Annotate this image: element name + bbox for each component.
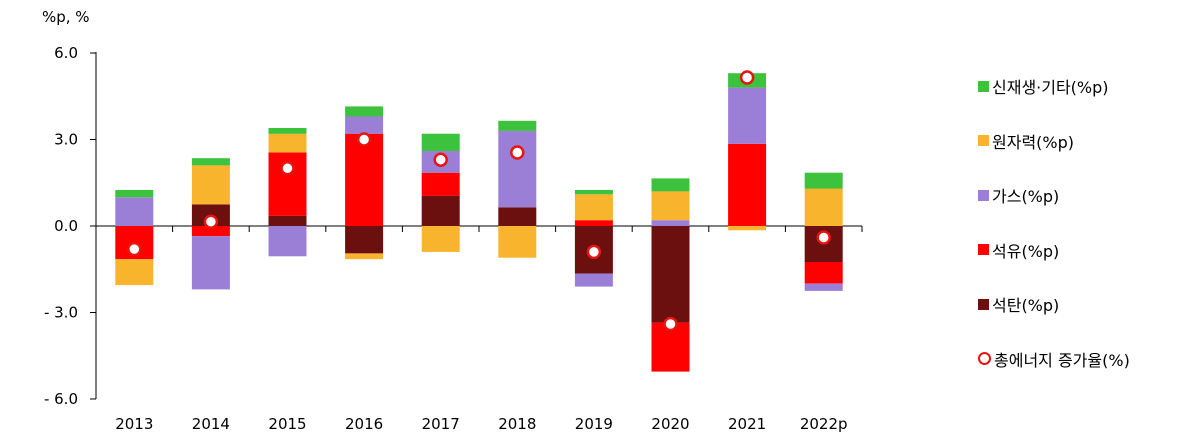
bar-segment-2022p-3 [804,188,843,226]
bar-segment-2022p-1 [804,262,843,284]
bar-segment-2014-3 [191,165,230,205]
bar-segment-2019-4 [574,190,613,195]
bar-segment-2015-2 [268,226,307,257]
bar-segment-2014-4 [191,158,230,166]
y-tick-label: 0.0 [54,217,78,235]
x-tick-label: 2022p [800,415,848,433]
bar-segment-2017-4 [421,133,460,151]
x-tick-label: 2020 [651,415,689,433]
total-growth-marker-2015 [280,161,295,176]
bar-segment-2020-4 [651,178,690,192]
bar-segment-2018-0 [498,207,537,226]
x-tick-label: 2017 [422,415,460,433]
x-tick-label: 2013 [115,415,153,433]
bar-segment-2021-1 [728,143,767,226]
bar-segment-2016-3 [345,253,384,260]
total-growth-marker-2020 [663,316,678,332]
legend-swatch [978,80,989,92]
bar-segment-2014-2 [191,236,230,290]
legend-item: 신재생·기타(%p) [978,76,1109,97]
legend-label: 신재생·기타(%p) [992,78,1109,97]
bar-segment-2017-0 [421,195,460,226]
bar-segment-2020-3 [651,191,690,221]
bar-segment-2013-2 [115,197,154,226]
bar-segment-2016-0 [345,226,384,254]
y-tick-label: - 3.0 [44,303,78,321]
bar-segment-2022p-2 [804,283,843,291]
bar-segment-2019-1 [574,220,613,226]
x-tick-label: 2021 [728,415,766,433]
legend-label: 원자력(%p) [992,132,1075,152]
bar-segment-2015-4 [268,128,307,134]
legend-item: 원자력(%p) [978,131,1075,152]
x-tick-label: 2015 [268,415,306,433]
legend-label: 석유(%p) [992,241,1060,261]
y-tick-label: 6.0 [54,44,78,62]
legend-label: 석탄(%p) [992,296,1060,315]
total-growth-marker-2018 [510,145,525,160]
bar-segment-2016-4 [345,106,384,117]
bar-segment-2019-2 [574,273,613,287]
legend-label: 총에너지 증가율(%) [994,350,1130,370]
y-unit-label: %p, % [42,8,90,26]
legend-swatch [978,189,989,201]
legend-item: 석유(%p) [978,240,1060,261]
y-tick-label: - 6.0 [44,390,78,408]
bar-segment-2020-2 [651,220,690,226]
bar-segment-2017-3 [421,226,460,252]
bars [115,73,843,372]
legend-item: 석탄(%p) [978,294,1060,315]
bar-segment-2014-1 [191,226,230,237]
x-tick-label: 2019 [575,415,613,433]
bar-segment-2021-3 [728,226,767,231]
total-growth-marker-2019 [586,244,602,260]
bar-segment-2018-4 [498,120,537,131]
bar-segment-2018-2 [498,130,537,208]
markers [127,70,831,332]
legend-item: 가스(%p) [978,185,1060,206]
bar-segment-2016-1 [345,133,384,226]
bar-segment-2019-3 [574,194,613,221]
bar-segment-2013-4 [115,190,154,198]
bar-segment-2017-1 [421,172,460,196]
total-growth-marker-2022p [816,230,831,245]
legend-swatch [978,298,989,310]
bar-segment-2016-2 [345,116,384,134]
axes: 6.0 3.0 0.0 - 3.0 - 6.0 2013 2014 2015 2016 2017 2… [44,44,863,433]
legend-circle-marker [978,352,991,365]
legend-label: 가스(%p) [992,187,1060,206]
bar-segment-2022p-4 [804,172,843,189]
legend-item: 총에너지 증가율(%) [978,349,1130,370]
x-tick-label: 2016 [345,415,383,433]
bar-segment-2015-3 [268,133,307,153]
bar-segment-2018-3 [498,226,537,258]
x-tick-label: 2018 [498,415,536,433]
x-tick-label: 2014 [192,415,230,433]
total-growth-marker-2014 [203,214,219,229]
total-growth-marker-2016 [356,132,372,147]
total-growth-marker-2013 [127,241,142,257]
bar-segment-2020-0 [651,226,690,323]
legend-swatch [978,244,989,255]
bar-segment-2015-0 [268,215,307,226]
total-growth-marker-2021 [739,70,755,85]
legend-swatch [978,135,989,146]
bar-segment-2021-2 [728,87,767,144]
bar-segment-2013-3 [115,259,154,286]
y-tick-label: 3.0 [54,131,78,149]
total-growth-marker-2017 [433,152,448,167]
